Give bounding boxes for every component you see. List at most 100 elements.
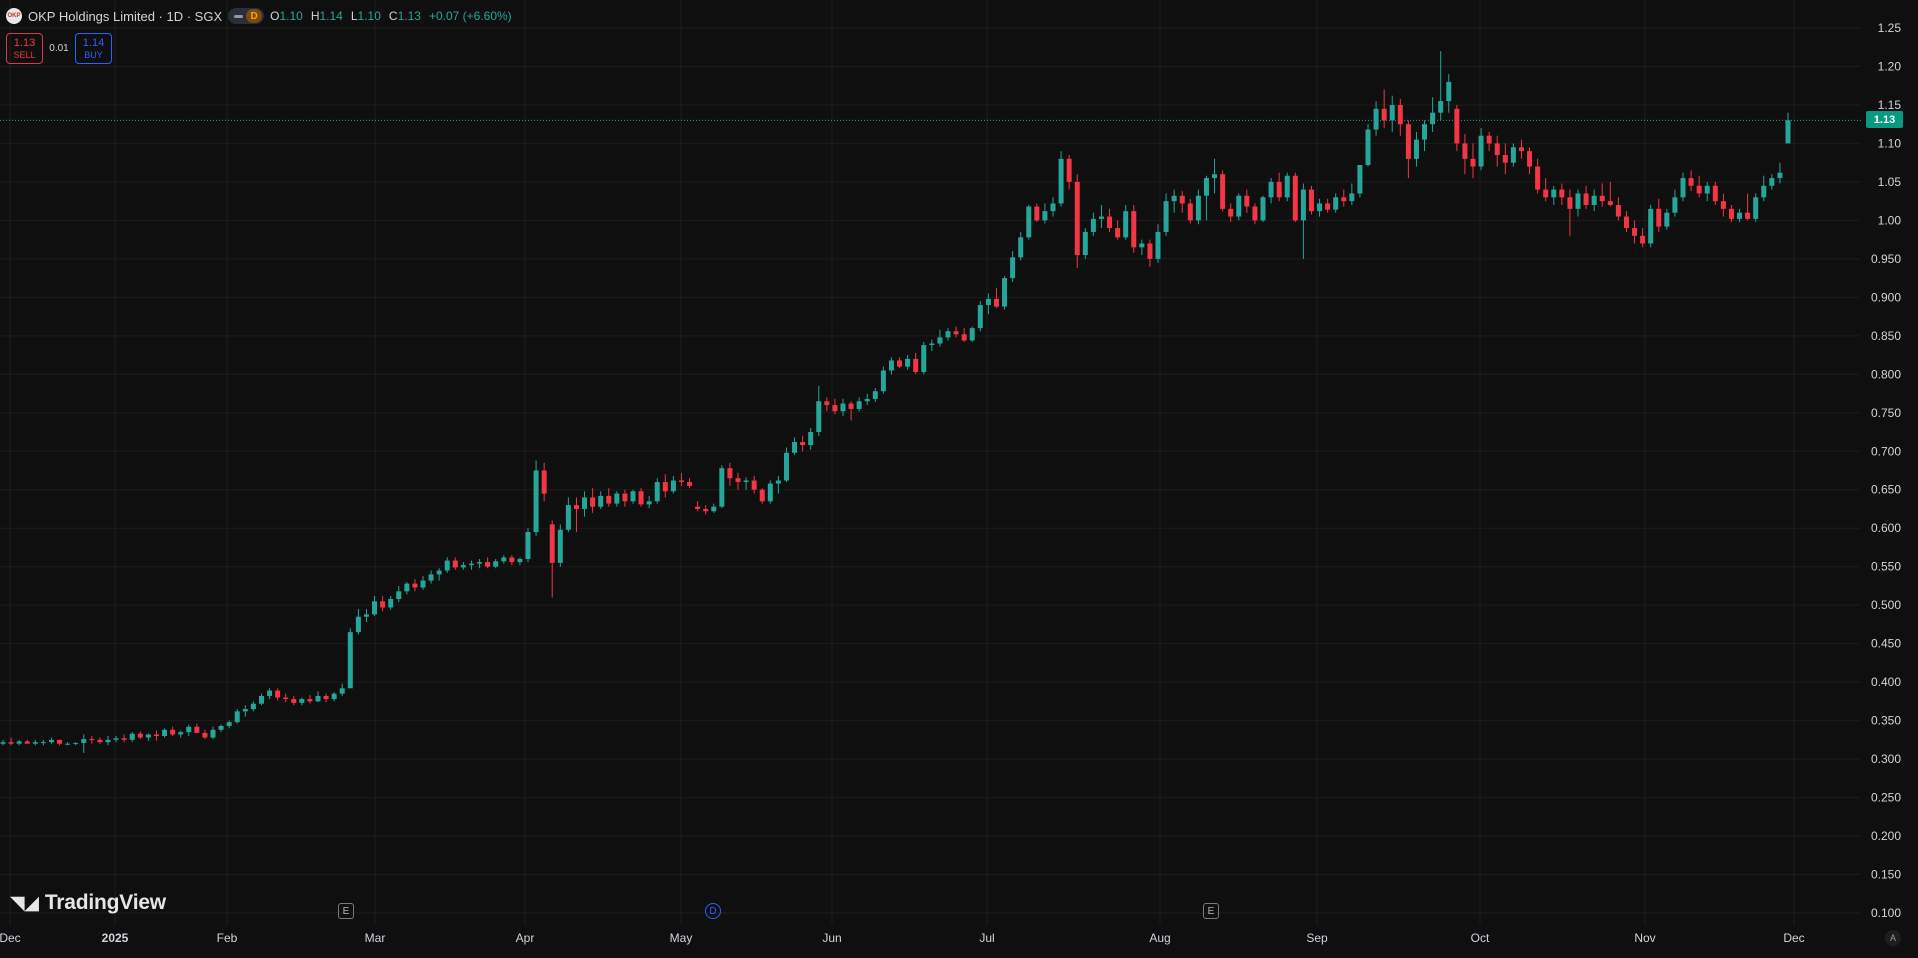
candle-body (525, 532, 531, 559)
candle (444, 557, 450, 573)
candle (404, 582, 410, 595)
candle-body (1575, 193, 1581, 209)
candle-body (509, 557, 515, 563)
candle-body (1704, 185, 1710, 194)
sell-label: SELL (13, 49, 36, 60)
candle-body (485, 562, 491, 567)
candle (1139, 239, 1145, 256)
candle-body (210, 729, 216, 738)
candle-body (921, 345, 927, 372)
symbol-title[interactable]: OKP Holdings Limited · 1D · SGX (28, 8, 223, 24)
earnings-event-icon[interactable]: E (1203, 903, 1219, 919)
candle (226, 720, 232, 729)
candle (622, 489, 628, 507)
candle (557, 524, 563, 567)
candle-body (985, 298, 991, 306)
y-tick-label: 0.950 (1871, 252, 1901, 266)
candle-body (1107, 216, 1113, 229)
candle-body (533, 470, 539, 533)
candle-body (824, 401, 830, 406)
candle-body (816, 401, 822, 433)
candle-body (1098, 216, 1104, 219)
candle-body (872, 391, 878, 399)
candle (921, 341, 927, 375)
earnings-event-icon[interactable]: E (338, 903, 354, 919)
candle-body (1680, 178, 1686, 198)
candle-body (1623, 216, 1629, 229)
y-tick-label: 0.600 (1871, 521, 1901, 535)
candle (477, 559, 483, 569)
candle (267, 688, 273, 700)
candle-body (1333, 197, 1339, 210)
candle-body (16, 741, 22, 744)
candle-body (162, 729, 168, 736)
candle (97, 737, 103, 744)
candle-body (993, 298, 999, 307)
candle-body (557, 529, 563, 563)
candle (1777, 162, 1783, 184)
candle (388, 595, 394, 610)
candle-body (1551, 189, 1557, 198)
dividend-event-icon[interactable]: D (705, 903, 721, 919)
candle (299, 697, 305, 706)
candle-body (1179, 195, 1185, 204)
candle-body (678, 480, 684, 483)
candle (275, 688, 281, 701)
candle-body (1244, 195, 1250, 207)
candle-body (622, 493, 628, 502)
tradingview-logo[interactable]: ◥◢ TradingView (10, 891, 166, 915)
candle (1583, 185, 1589, 209)
y-tick-label: 1.00 (1878, 213, 1902, 227)
candle-body (1664, 212, 1670, 227)
candle-body (1050, 203, 1056, 212)
candle-body (945, 331, 951, 338)
auto-scale-button[interactable]: A (1885, 930, 1901, 946)
candle-body (153, 734, 159, 736)
candle-body (1292, 175, 1298, 221)
candle-body (759, 489, 765, 502)
candle-body (1123, 211, 1129, 238)
candle-body (1446, 81, 1452, 102)
candle-body (808, 432, 814, 446)
y-tick-label: 0.100 (1871, 906, 1901, 920)
candle-body (1203, 178, 1209, 196)
candle-body (1010, 257, 1016, 279)
candle-body (662, 482, 668, 492)
candle (493, 559, 499, 569)
candle (501, 555, 507, 564)
candle (1187, 198, 1193, 224)
candle-body (1284, 175, 1290, 198)
candle-body (331, 693, 337, 700)
candle-body (1405, 124, 1411, 159)
x-tick-label: Feb (217, 931, 238, 945)
interval-pill[interactable]: D (228, 8, 265, 24)
candle (1228, 203, 1234, 222)
candle-body (1486, 135, 1492, 144)
candle (1672, 189, 1678, 217)
candle (137, 731, 143, 740)
candle (331, 692, 337, 702)
candle-body (1688, 178, 1694, 186)
candle (1002, 275, 1008, 310)
candle (105, 736, 111, 746)
candle-body (953, 331, 959, 335)
candle (460, 562, 466, 570)
sell-button[interactable]: 1.13 SELL (6, 33, 43, 64)
candle-body (1518, 147, 1524, 152)
candle (355, 609, 361, 635)
candle-body (880, 370, 886, 392)
buy-button[interactable]: 1.14 BUY (75, 33, 112, 64)
last-price-tag: 1.13 (1866, 111, 1903, 128)
candle-body (549, 524, 555, 563)
candle (234, 709, 240, 724)
candle-body (1171, 195, 1177, 202)
candle (1518, 139, 1524, 159)
candle (1615, 197, 1621, 221)
candle (57, 739, 63, 746)
candle-body (1462, 143, 1468, 159)
spread-value: 0.01 (49, 43, 69, 54)
candle-body (372, 601, 378, 615)
candle-body (1389, 104, 1395, 121)
candle (1357, 164, 1363, 198)
